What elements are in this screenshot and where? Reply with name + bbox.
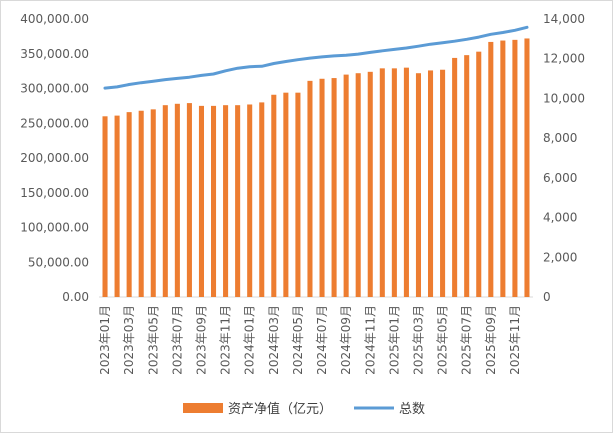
legend-label-line: 总数 [399, 402, 425, 417]
x-tick-label: 2025年01月 [387, 305, 401, 375]
bar-34 [500, 40, 506, 298]
x-tick-label: 2024年03月 [267, 305, 281, 375]
bar-8 [186, 103, 192, 297]
right-tick-label: 12,000 [543, 52, 585, 66]
bar-20 [331, 78, 337, 297]
bar-36 [524, 38, 530, 298]
bar-6 [162, 105, 168, 298]
bar-11 [223, 105, 229, 298]
bar-series-net-assets [102, 38, 530, 298]
bar-24 [379, 68, 385, 297]
right-axis-ticks: 0 2,000 4,000 6,000 8,000 10,000 12,000 14,000 [543, 12, 585, 304]
x-tick-label: 2025年11月 [508, 305, 522, 375]
x-tick-label: 2024年01月 [243, 305, 257, 375]
left-tick-label: 400,000.00 [20, 12, 89, 26]
legend: 资产净值（亿元） 总数 [183, 401, 425, 417]
right-tick-label: 6,000 [543, 171, 577, 185]
bar-16 [283, 92, 289, 297]
bar-9 [198, 105, 205, 297]
bar-23 [367, 71, 373, 297]
bar-29 [440, 69, 446, 297]
bar-15 [271, 94, 277, 297]
bar-18 [307, 80, 313, 297]
line-series-total [103, 25, 529, 90]
bar-19 [319, 78, 325, 298]
bar-12 [235, 105, 241, 298]
left-tick-label: 50,000.00 [28, 255, 89, 269]
x-tick-label: 2025年03月 [412, 305, 426, 375]
right-tick-label: 14,000 [543, 12, 585, 26]
x-tick-label: 2023年01月 [98, 305, 112, 375]
bar-35 [512, 39, 518, 297]
bar-10 [210, 105, 217, 297]
x-tick-label: 2024年05月 [291, 305, 305, 375]
x-tick-label: 2024年11月 [363, 305, 377, 375]
left-tick-label: 0.00 [62, 290, 89, 304]
bar-14 [259, 102, 265, 298]
bar-2 [114, 115, 120, 297]
total-line [103, 25, 529, 90]
bar-27 [415, 73, 422, 298]
right-tick-label: 4,000 [543, 211, 577, 225]
bar-13 [247, 104, 253, 297]
x-tick-label: 2024年07月 [315, 305, 329, 375]
x-tick-label: 2023年09月 [195, 305, 209, 375]
right-tick-label: 10,000 [543, 91, 585, 105]
bar-21 [343, 74, 349, 297]
bar-33 [488, 41, 494, 298]
bar-26 [403, 67, 409, 298]
bar-22 [355, 73, 361, 298]
x-tick-label: 2023年07月 [170, 305, 184, 375]
legend-swatch-bar [183, 403, 223, 413]
left-tick-label: 300,000.00 [20, 82, 89, 96]
bar-4 [138, 110, 144, 298]
left-tick-label: 350,000.00 [20, 47, 89, 61]
left-axis-ticks: 0.00 50,000.00 100,000.00 150,000.00 200,000… [20, 12, 89, 304]
x-tick-label: 2023年05月 [146, 305, 160, 375]
bar-30 [452, 57, 458, 297]
bar-17 [295, 92, 301, 297]
left-tick-label: 200,000.00 [20, 151, 89, 165]
right-tick-label: 0 [543, 290, 551, 304]
right-tick-label: 8,000 [543, 131, 577, 145]
right-tick-label: 2,000 [543, 250, 577, 264]
x-axis-ticks: 2023年01月 2023年03月 2023年05月 2023年07月 2023年09月… [98, 305, 522, 375]
x-tick-label: 2024年09月 [339, 305, 353, 375]
left-tick-label: 150,000.00 [20, 186, 89, 200]
bar-7 [174, 103, 180, 297]
x-tick-label: 2025年07月 [460, 305, 474, 375]
bar-1 [102, 116, 108, 297]
bar-31 [464, 55, 470, 297]
legend-label-bar: 资产净值（亿元） [228, 401, 332, 417]
bar-32 [476, 51, 482, 297]
x-tick-label: 2025年05月 [436, 305, 450, 375]
left-tick-label: 100,000.00 [20, 221, 89, 235]
left-tick-label: 250,000.00 [20, 116, 89, 130]
x-tick-label: 2025年09月 [484, 305, 498, 375]
x-tick-label: 2023年11月 [219, 305, 233, 375]
x-tick-label: 2023年03月 [122, 305, 136, 375]
bar-3 [126, 112, 132, 297]
bar-25 [391, 68, 397, 297]
bar-28 [427, 70, 434, 298]
bar-5 [150, 109, 156, 297]
